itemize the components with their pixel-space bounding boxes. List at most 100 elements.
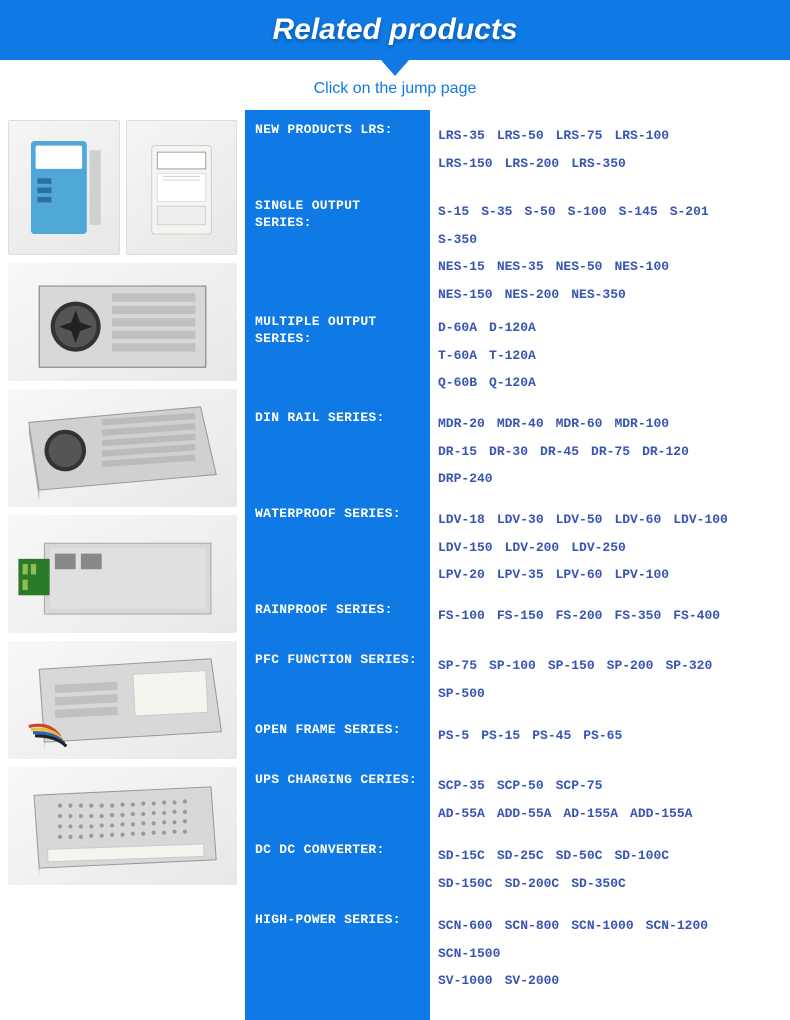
product-link[interactable]: NES-35: [497, 257, 544, 277]
product-link[interactable]: FS-200: [556, 606, 603, 626]
product-link[interactable]: MDR-100: [614, 414, 669, 434]
product-link[interactable]: SD-15C: [438, 846, 485, 866]
product-link[interactable]: SCN-1500: [438, 944, 500, 964]
product-link[interactable]: LRS-50: [497, 126, 544, 146]
product-link[interactable]: ADD-55A: [497, 804, 552, 824]
product-link[interactable]: T-120A: [489, 346, 536, 366]
product-line: S-350: [438, 226, 782, 254]
product-link[interactable]: S-100: [568, 202, 607, 222]
product-link[interactable]: SCP-50: [497, 776, 544, 796]
product-link[interactable]: Q-60B: [438, 373, 477, 393]
product-link[interactable]: LRS-150: [438, 154, 493, 174]
product-link[interactable]: AD-155A: [563, 804, 618, 824]
product-link[interactable]: DR-120: [642, 442, 689, 462]
product-link[interactable]: SV-1000: [438, 971, 493, 991]
product-link[interactable]: FS-150: [497, 606, 544, 626]
category-label: DIN RAIL SERIES:: [255, 410, 420, 427]
product-line: D-60A D-120A: [438, 314, 782, 342]
product-link[interactable]: NES-350: [571, 285, 626, 305]
product-link[interactable]: DR-30: [489, 442, 528, 462]
category-block: DC DC CONVERTER:: [255, 842, 420, 894]
product-link[interactable]: LRS-75: [556, 126, 603, 146]
product-link[interactable]: FS-350: [614, 606, 661, 626]
product-link[interactable]: S-50: [524, 202, 555, 222]
product-link[interactable]: LPV-20: [438, 565, 485, 585]
product-link[interactable]: SD-150C: [438, 874, 493, 894]
product-link[interactable]: LDV-60: [614, 510, 661, 530]
product-link[interactable]: MDR-20: [438, 414, 485, 434]
product-link[interactable]: SP-200: [607, 656, 654, 676]
product-link[interactable]: LDV-250: [571, 538, 626, 558]
product-link[interactable]: NES-50: [556, 257, 603, 277]
product-link[interactable]: SCN-1200: [646, 916, 708, 936]
product-link[interactable]: DR-15: [438, 442, 477, 462]
product-link[interactable]: T-60A: [438, 346, 477, 366]
product-link[interactable]: S-15: [438, 202, 469, 222]
product-link[interactable]: DR-45: [540, 442, 579, 462]
product-link[interactable]: LRS-350: [571, 154, 626, 174]
product-link[interactable]: MDR-60: [556, 414, 603, 434]
product-link[interactable]: AD-55A: [438, 804, 485, 824]
product-link[interactable]: Q-120A: [489, 373, 536, 393]
product-link[interactable]: SV-2000: [505, 971, 560, 991]
product-link[interactable]: PS-45: [532, 726, 571, 746]
product-link[interactable]: PS-65: [583, 726, 622, 746]
category-label: MULTIPLE OUTPUT SERIES:: [255, 314, 420, 348]
product-link[interactable]: NES-150: [438, 285, 493, 305]
product-link[interactable]: MDR-40: [497, 414, 544, 434]
product-line: LRS-150 LRS-200 LRS-350: [438, 150, 782, 178]
product-link[interactable]: LPV-100: [614, 565, 669, 585]
product-link[interactable]: SP-150: [548, 656, 595, 676]
product-link[interactable]: SD-50C: [556, 846, 603, 866]
product-link[interactable]: LRS-35: [438, 126, 485, 146]
product-link[interactable]: S-145: [619, 202, 658, 222]
product-link[interactable]: S-201: [670, 202, 709, 222]
product-link[interactable]: S-35: [481, 202, 512, 222]
product-link[interactable]: LDV-18: [438, 510, 485, 530]
product-link[interactable]: SD-350C: [571, 874, 626, 894]
product-link[interactable]: LRS-100: [614, 126, 669, 146]
product-link[interactable]: ADD-155A: [630, 804, 692, 824]
product-block: SD-15C SD-25C SD-50C SD-100C SD-150C SD-200C S…: [438, 842, 782, 894]
product-link[interactable]: SP-100: [489, 656, 536, 676]
product-link[interactable]: SD-25C: [497, 846, 544, 866]
product-link[interactable]: SP-500: [438, 684, 485, 704]
product-link[interactable]: LPV-35: [497, 565, 544, 585]
category-block: WATERPROOF SERIES:: [255, 506, 420, 584]
product-link[interactable]: SD-200C: [505, 874, 560, 894]
product-link[interactable]: LDV-150: [438, 538, 493, 558]
product-link[interactable]: PS-15: [481, 726, 520, 746]
product-link[interactable]: NES-15: [438, 257, 485, 277]
product-link[interactable]: D-60A: [438, 318, 477, 338]
product-link[interactable]: SP-320: [665, 656, 712, 676]
product-link[interactable]: SCN-1000: [571, 916, 633, 936]
product-link[interactable]: S-350: [438, 230, 477, 250]
product-line: SV-1000 SV-2000: [438, 967, 782, 995]
product-link[interactable]: SCP-35: [438, 776, 485, 796]
product-link[interactable]: SCP-75: [556, 776, 603, 796]
product-link[interactable]: LDV-200: [505, 538, 560, 558]
product-link[interactable]: LPV-60: [556, 565, 603, 585]
product-link[interactable]: NES-100: [614, 257, 669, 277]
product-link[interactable]: LDV-100: [673, 510, 728, 530]
category-block: OPEN FRAME SERIES:: [255, 722, 420, 754]
product-image-din-rail-blue: [8, 120, 120, 255]
product-link[interactable]: FS-400: [673, 606, 720, 626]
product-link[interactable]: FS-100: [438, 606, 485, 626]
product-link[interactable]: PS-5: [438, 726, 469, 746]
product-link[interactable]: DRP-240: [438, 469, 493, 489]
product-image-psu-mid-fan: [8, 389, 237, 507]
product-link[interactable]: LDV-50: [556, 510, 603, 530]
product-block: LDV-18 LDV-30 LDV-50 LDV-60 LDV-100 LDV-150 LD…: [438, 506, 782, 584]
product-link[interactable]: SCN-600: [438, 916, 493, 936]
product-link[interactable]: DR-75: [591, 442, 630, 462]
product-link[interactable]: LDV-30: [497, 510, 544, 530]
product-link[interactable]: SP-75: [438, 656, 477, 676]
product-link[interactable]: LRS-200: [505, 154, 560, 174]
product-link[interactable]: SCN-800: [505, 916, 560, 936]
product-link[interactable]: SD-100C: [614, 846, 669, 866]
product-link[interactable]: NES-200: [505, 285, 560, 305]
product-link[interactable]: D-120A: [489, 318, 536, 338]
product-block: MDR-20 MDR-40 MDR-60 MDR-100 DR-15 DR-30 DR-45…: [438, 410, 782, 488]
product-block: SP-75 SP-100 SP-150 SP-200 SP-320 SP-500: [438, 652, 782, 704]
